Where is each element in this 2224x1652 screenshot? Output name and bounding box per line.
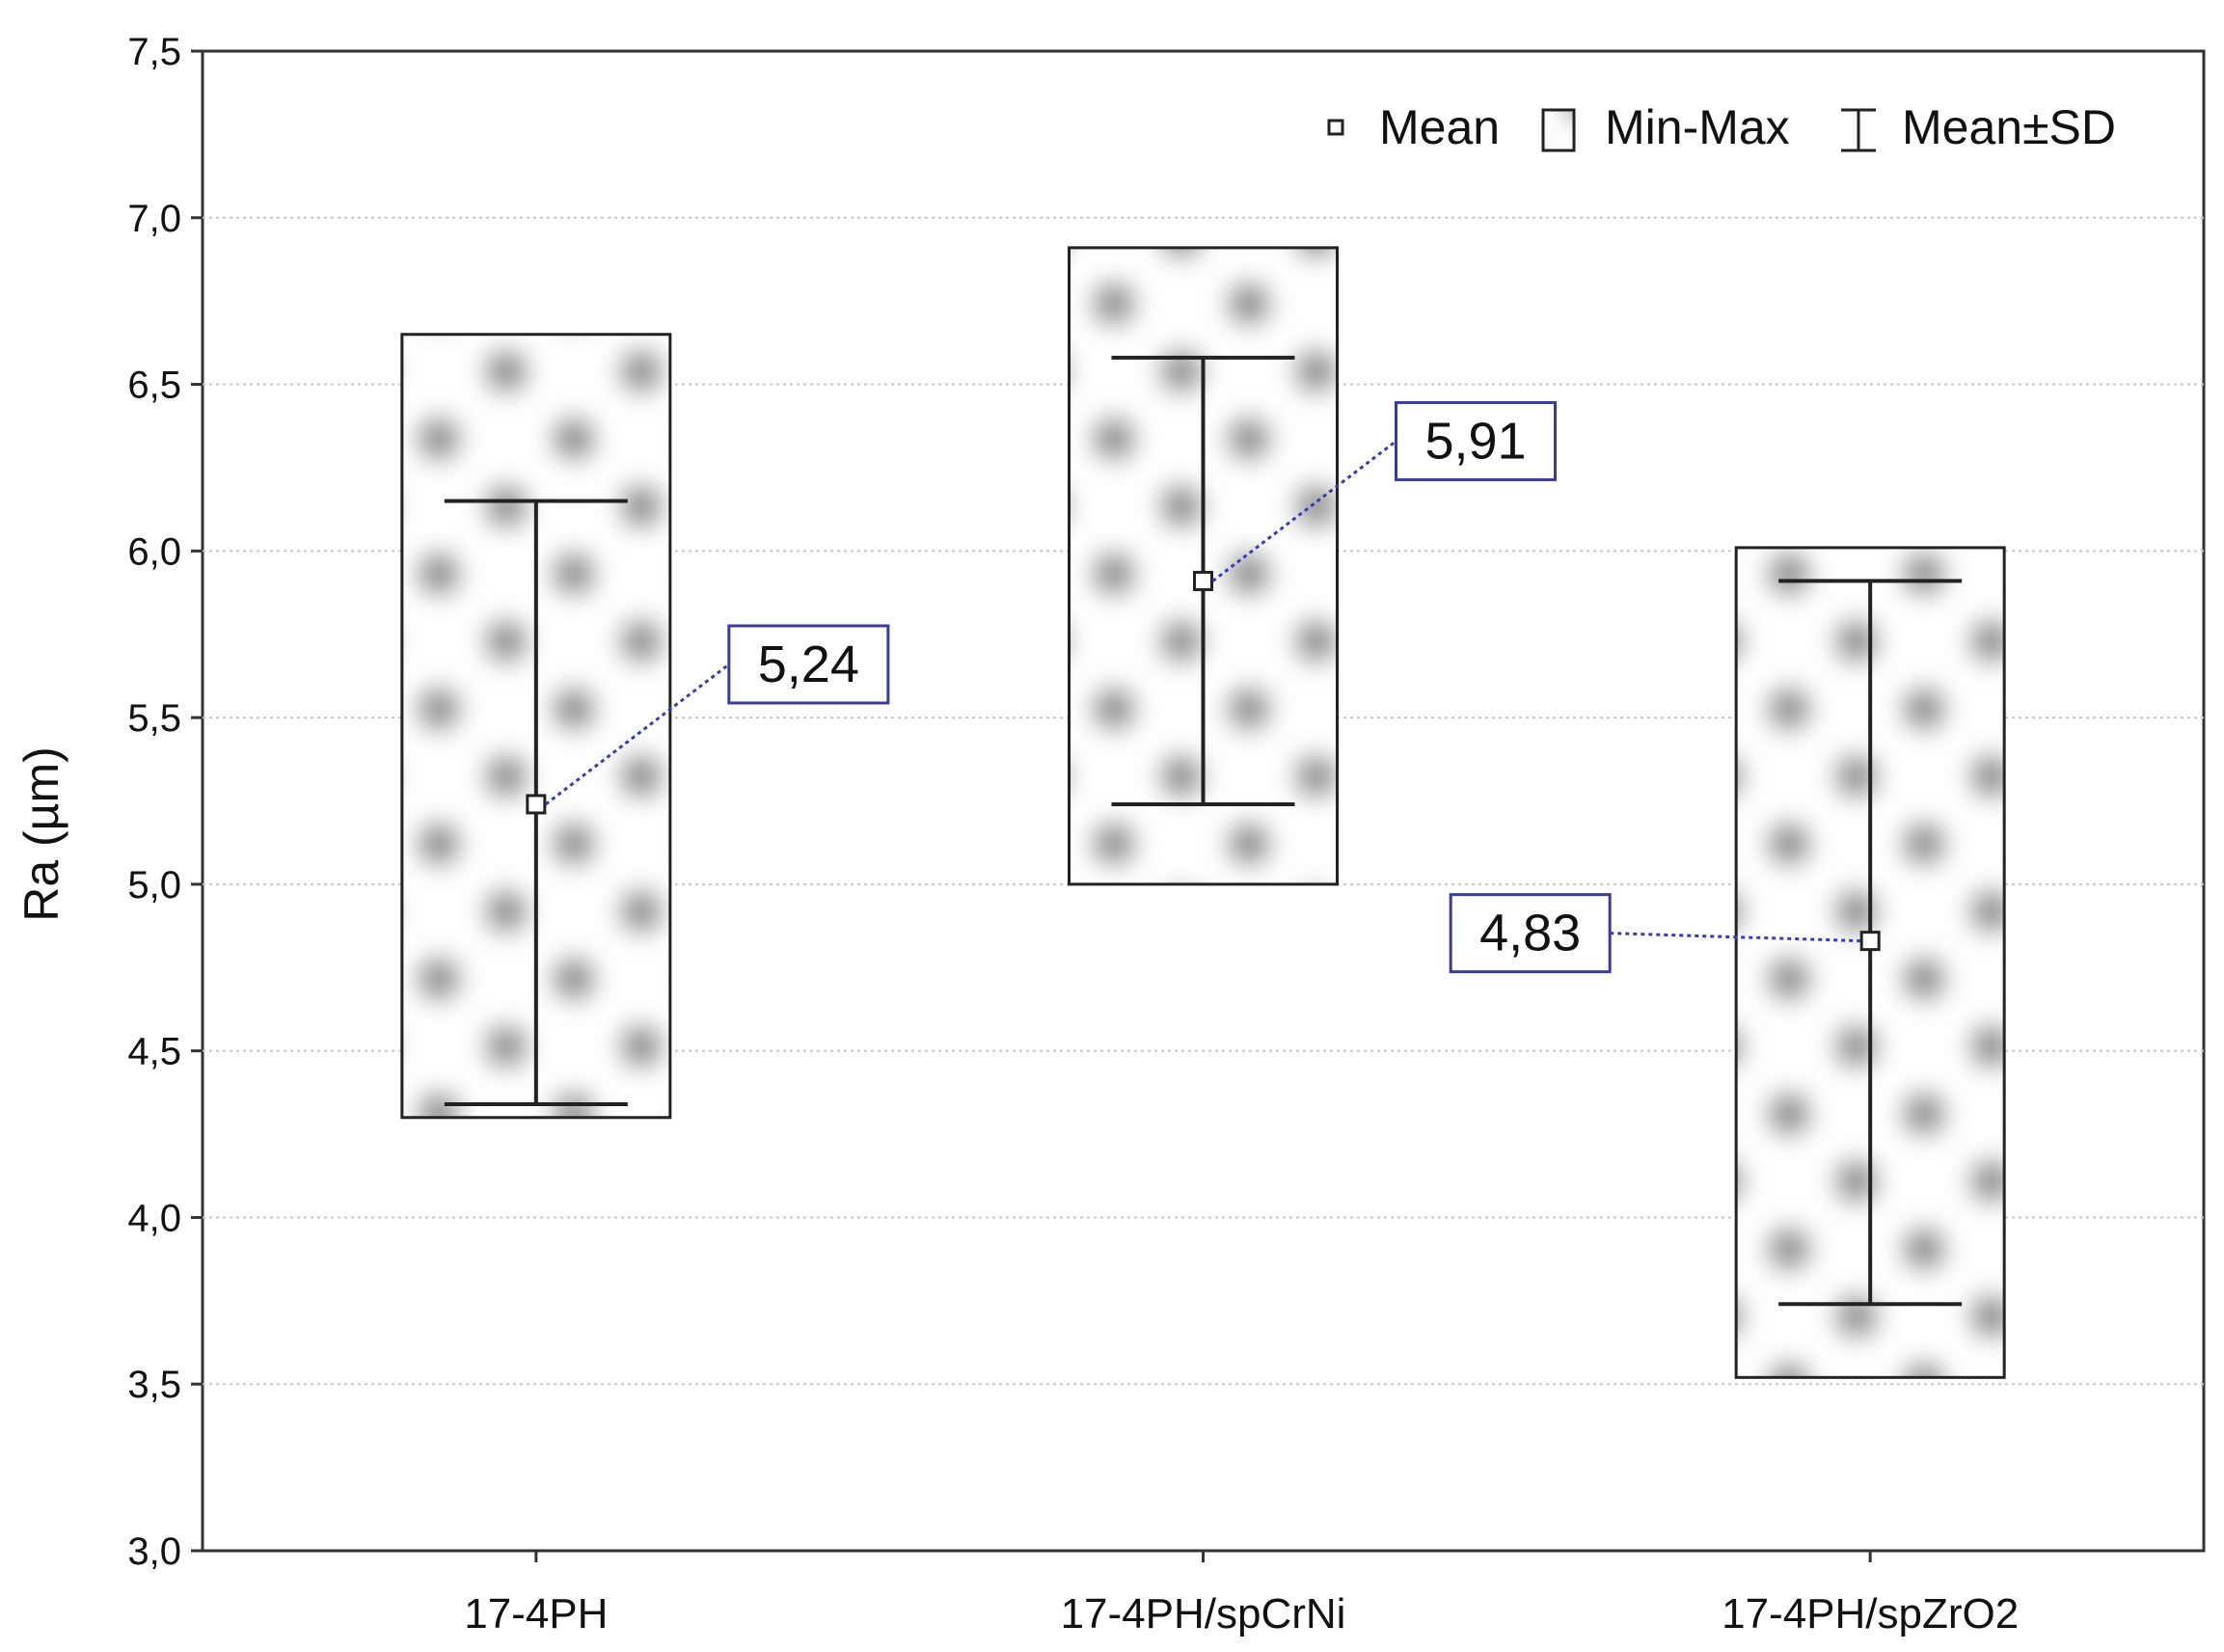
mean-label-box (1395, 400, 1557, 481)
y-tick-label: 3,0 (127, 1530, 181, 1573)
y-axis-title: Ra (µm) (14, 746, 68, 922)
y-tick-label: 4,0 (127, 1197, 181, 1239)
legend-minmax-label: Min-Max (1605, 100, 1790, 154)
mean-marker (1193, 570, 1213, 591)
x-axis: 17-4PH 17-4PH/spCrNi 17-4PH/spZrO2 (464, 1551, 2019, 1638)
x-tick-label: 17-4PH/spZrO2 (1722, 1590, 2019, 1638)
y-tick-label: 7,5 (127, 31, 181, 73)
mean-label: 5,24 (758, 636, 859, 693)
mean-marker (1859, 931, 1881, 952)
y-tick-label: 5,0 (127, 864, 181, 907)
mean-label: 5,91 (1424, 412, 1526, 470)
mean-label: 4,83 (1479, 905, 1581, 962)
legend-minmax-symbol (1541, 108, 1576, 152)
y-tick-label: 4,5 (127, 1031, 181, 1073)
legend-sd-symbol (1841, 108, 1876, 152)
mean-marker (526, 794, 547, 815)
y-tick-label: 7,0 (127, 198, 181, 240)
y-tick-label: 6,0 (127, 530, 181, 573)
mean-label-box (727, 624, 890, 705)
legend-mean-label: Mean (1379, 100, 1500, 154)
legend-sd-label: Mean±SD (1902, 100, 2116, 154)
y-tick-label: 6,5 (127, 365, 181, 407)
mean-labels: 5,24 5,91 4,83 (544, 400, 1861, 974)
legend-mean-symbol (1327, 119, 1344, 136)
mean-leader-line (1610, 932, 1861, 943)
mean-label-box (1449, 893, 1612, 974)
min-max-boxes (400, 246, 2006, 1379)
y-axis: 3,0 3,5 4,0 4,5 5,0 5,5 6,0 6,5 7,0 7,5 (127, 31, 203, 1573)
legend: Mean Min-Max Mean±SD (1327, 100, 2116, 154)
y-tick-label: 3,5 (127, 1364, 181, 1406)
y-tick-label: 5,5 (127, 697, 181, 740)
x-tick-label: 17-4PH (464, 1590, 608, 1638)
x-tick-label: 17-4PH/spCrNi (1061, 1590, 1346, 1638)
